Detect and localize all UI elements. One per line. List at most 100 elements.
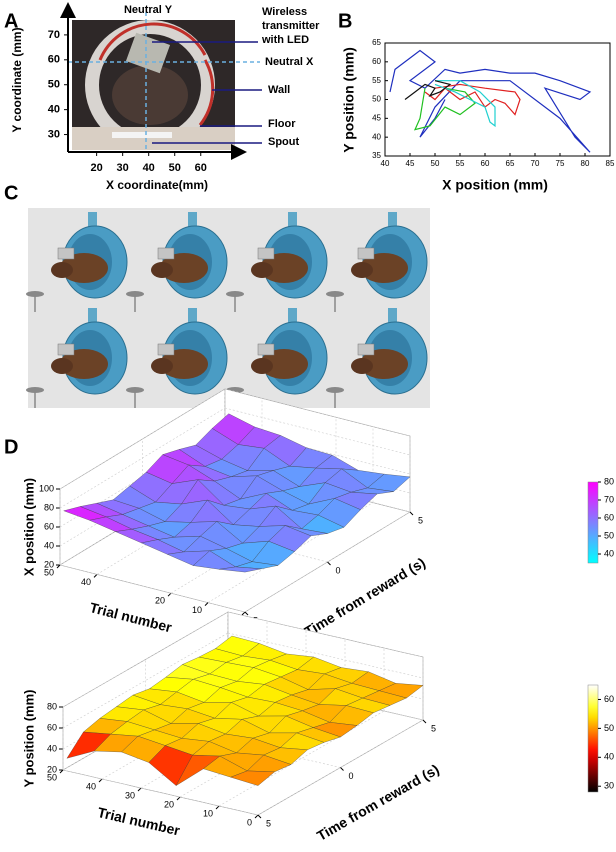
x-tick-label: 0 [247, 817, 252, 827]
y-tick-label: 50 [48, 79, 60, 91]
y-tick-label: 40 [48, 104, 60, 116]
x-tick-label: 20 [91, 162, 103, 174]
annotation: Wall [268, 84, 290, 96]
implant [157, 247, 175, 260]
annotation: Spout [268, 136, 299, 148]
y-tick-label: 55 [372, 76, 381, 85]
z-tick-label: 40 [47, 743, 57, 753]
colorbar-tick-label: 60 [604, 694, 614, 704]
z-tick-label: 60 [44, 521, 54, 531]
colorbar-tick-label: 40 [604, 548, 614, 558]
annotation: transmitter [262, 20, 320, 32]
z-tick-label: 80 [47, 701, 57, 711]
x-axis-label: X position (mm) [442, 177, 548, 193]
z-tick-label: 100 [39, 483, 54, 493]
mouse-head [351, 262, 373, 278]
x-tick-label: 40 [81, 577, 91, 587]
pipe [388, 308, 397, 330]
y-tick-label: 5 [431, 723, 436, 733]
y-tick-label: 0 [349, 771, 354, 781]
x-tick-label: 40 [381, 159, 390, 168]
pipe [388, 212, 397, 234]
floor [72, 127, 235, 150]
annotation: with LED [261, 34, 309, 46]
grid-line [227, 611, 424, 658]
y-tick-label: 50 [372, 95, 381, 104]
mouse-head [251, 262, 273, 278]
colorbar-tick-label: 40 [604, 752, 614, 762]
x-tick-label: 10 [192, 605, 202, 615]
x-tick [137, 787, 142, 792]
annotation: Neutral X [265, 56, 314, 68]
surface-cell [230, 770, 275, 786]
mouse-body [60, 349, 108, 379]
z-tick-label: 60 [47, 722, 57, 732]
implant [157, 343, 175, 356]
x-tick-label: 50 [169, 162, 181, 174]
x-axis-label: X coordinate(mm) [106, 178, 208, 192]
y-axis-label: Time from reward (s) [302, 554, 429, 639]
transmitter [125, 32, 171, 74]
panel-label: C [4, 182, 18, 204]
mouse-head [151, 358, 173, 374]
z-axis-label: X position (mm) [21, 478, 36, 576]
implant [57, 247, 75, 260]
y-tick [340, 767, 344, 771]
mouse [112, 65, 188, 125]
y-tick-label: 0 [336, 565, 341, 575]
mouse-body [60, 253, 108, 283]
trajectory [404, 80, 452, 100]
colorbar-tick-label: 50 [604, 723, 614, 733]
pipe [88, 212, 97, 234]
x-tick-label: 70 [531, 159, 540, 168]
z-axis-label: Y position (mm) [21, 690, 36, 788]
illustration [26, 212, 428, 408]
mouse-body [360, 349, 408, 379]
implant [357, 247, 375, 260]
x-tick-label: 50 [47, 772, 57, 782]
colorbar-tick-label: 60 [604, 512, 614, 522]
wall-edge [198, 59, 215, 126]
colorbar-tick-label: 70 [604, 494, 614, 504]
x-tick-label: 40 [143, 162, 155, 174]
panel-label: A [4, 10, 18, 32]
annotation: Wireless [262, 6, 307, 18]
y-axis-label: Y coordinate (mm) [10, 27, 24, 132]
x-tick-label: 45 [406, 159, 415, 168]
y-tick-label: 5 [418, 515, 423, 525]
colorbar [587, 481, 599, 564]
x-tick [254, 814, 259, 819]
x-tick-label: 20 [164, 799, 174, 809]
z-tick-label: 40 [44, 540, 54, 550]
x-tick [59, 769, 64, 774]
y-tick-label: 45 [372, 113, 381, 122]
x-tick [204, 602, 209, 606]
implant [357, 343, 375, 356]
panel-label: D [4, 436, 18, 458]
y-axis-label: Time from reward (s) [314, 761, 442, 844]
y-tick-label: 35 [372, 151, 381, 160]
y-tick-label: 60 [48, 54, 60, 66]
x-tick [93, 574, 98, 578]
x-tick-label: 65 [506, 159, 515, 168]
mouse-body [260, 349, 308, 379]
annotation: Floor [268, 118, 296, 130]
x-tick-label: 40 [86, 781, 96, 791]
trajectory [434, 80, 496, 128]
x-tick [241, 611, 246, 616]
colorbar-tick-label: 80 [604, 476, 614, 486]
implant [257, 247, 275, 260]
colorbar [587, 684, 599, 793]
y-tick-label: 70 [48, 29, 60, 41]
mouse-head [51, 358, 73, 374]
pipe [88, 308, 97, 330]
y-tick-label: 30 [48, 128, 60, 140]
pipe [188, 212, 197, 234]
y-tick [409, 511, 414, 516]
pipe [288, 308, 297, 330]
x-tick [176, 796, 181, 801]
x-tick [215, 805, 220, 810]
grid-line [227, 632, 424, 679]
y-tick-label: 60 [372, 57, 381, 66]
